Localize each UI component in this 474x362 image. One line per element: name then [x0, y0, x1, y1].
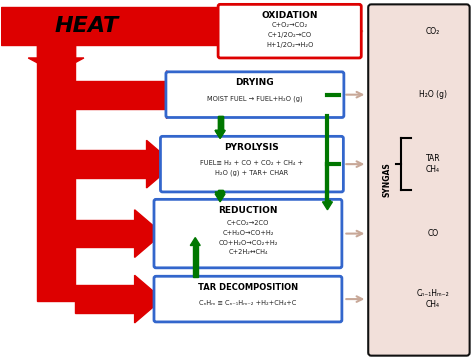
Text: H₂O (g) + TAR+ CHAR: H₂O (g) + TAR+ CHAR: [215, 170, 289, 176]
Bar: [37, 45, 75, 301]
FancyBboxPatch shape: [218, 4, 361, 58]
Text: CO: CO: [427, 229, 438, 238]
Text: C+1/2O₂→CO: C+1/2O₂→CO: [268, 32, 312, 38]
Text: CO+H₂O→CO₂+H₂: CO+H₂O→CO₂+H₂: [218, 240, 278, 245]
Polygon shape: [215, 130, 225, 138]
Bar: [218, 190, 223, 192]
Bar: [75, 285, 135, 313]
Polygon shape: [146, 140, 174, 188]
Bar: [75, 220, 135, 248]
Text: MOIST FUEL → FUEL+H₂O (g): MOIST FUEL → FUEL+H₂O (g): [207, 95, 303, 102]
FancyBboxPatch shape: [161, 136, 343, 192]
Text: DRYING: DRYING: [236, 78, 274, 87]
Bar: [325, 200, 330, 202]
Text: CₙHₘ ≡ Cₙ₋₁Hₘ₋₂ +H₂+CH₄+C: CₙHₘ ≡ Cₙ₋₁Hₘ₋₂ +H₂+CH₄+C: [199, 300, 297, 306]
Bar: [37, 45, 75, 58]
Text: TAR
CH₄: TAR CH₄: [426, 154, 440, 174]
Text: C+2H₂↔CH₄: C+2H₂↔CH₄: [228, 249, 268, 256]
FancyBboxPatch shape: [368, 4, 470, 355]
Polygon shape: [28, 58, 84, 73]
Text: C+CO₂→2CO: C+CO₂→2CO: [227, 220, 269, 226]
FancyBboxPatch shape: [154, 276, 342, 322]
Bar: [218, 117, 223, 130]
Bar: [218, 190, 223, 194]
Text: PYROLYSIS: PYROLYSIS: [225, 143, 279, 152]
FancyBboxPatch shape: [154, 199, 342, 268]
Bar: [193, 245, 198, 277]
Bar: [75, 150, 146, 178]
Text: C+O₂→CO₂: C+O₂→CO₂: [272, 22, 308, 28]
FancyBboxPatch shape: [166, 72, 344, 118]
Bar: [218, 115, 223, 130]
Polygon shape: [215, 192, 225, 200]
Text: H₂O (g): H₂O (g): [419, 90, 447, 99]
Polygon shape: [215, 194, 225, 202]
Text: OXIDATION: OXIDATION: [262, 11, 318, 20]
Text: SYNGAS: SYNGAS: [383, 163, 392, 197]
Text: FUEL≡ H₂ + CO + CO₂ + CH₄ +: FUEL≡ H₂ + CO + CO₂ + CH₄ +: [201, 160, 303, 166]
Bar: [1, 7, 310, 45]
Text: C+H₂O→CO+H₂: C+H₂O→CO+H₂: [222, 230, 273, 236]
Polygon shape: [322, 202, 332, 210]
Text: Cₙ₋₁Hₘ₋₂
CH₄: Cₙ₋₁Hₘ₋₂ CH₄: [417, 289, 449, 309]
Text: HEAT: HEAT: [54, 16, 118, 36]
Polygon shape: [135, 210, 163, 257]
Text: CO₂: CO₂: [426, 27, 440, 36]
Bar: [75, 81, 166, 109]
Polygon shape: [135, 275, 163, 323]
Text: REDUCTION: REDUCTION: [218, 206, 278, 215]
Polygon shape: [215, 130, 225, 138]
Text: TAR DECOMPOSITION: TAR DECOMPOSITION: [198, 283, 298, 292]
Text: H+1/2O₂→H₂O: H+1/2O₂→H₂O: [266, 42, 313, 48]
Polygon shape: [166, 71, 194, 118]
Polygon shape: [190, 237, 200, 245]
